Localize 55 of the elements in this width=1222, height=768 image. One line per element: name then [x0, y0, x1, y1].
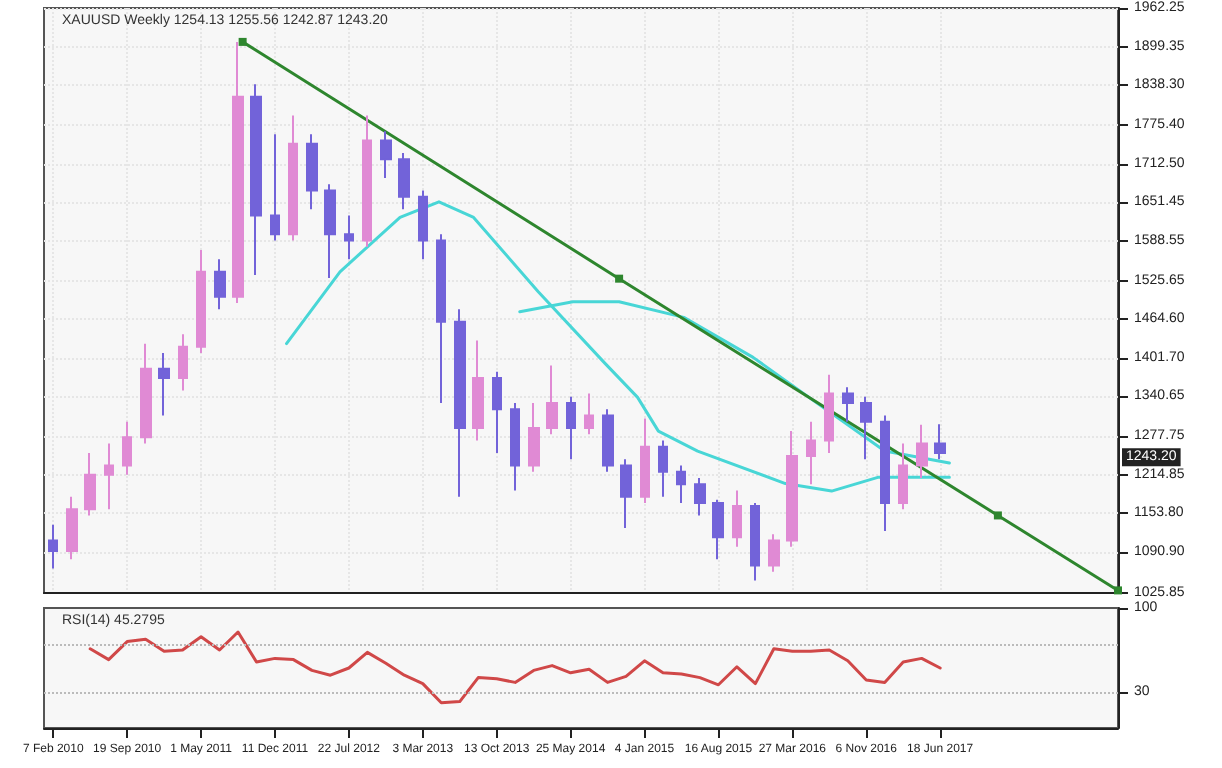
point — [238, 37, 247, 46]
candlestick — [104, 442, 114, 511]
candlestick — [528, 401, 540, 473]
candlestick — [324, 183, 336, 280]
candlestick — [214, 258, 226, 311]
candlestick — [510, 401, 520, 492]
candlestick — [676, 464, 686, 504]
candlestick — [436, 233, 446, 404]
candlestick — [620, 458, 632, 529]
candlestick — [880, 414, 890, 533]
candlestick — [566, 395, 576, 461]
candlestick — [158, 352, 170, 417]
candlestick — [640, 417, 650, 504]
candlestick — [306, 133, 318, 211]
candlestick — [584, 392, 594, 436]
candlestick — [48, 523, 58, 570]
point — [993, 511, 1002, 520]
candlestick — [750, 501, 760, 582]
candlestick — [658, 439, 668, 498]
candlestick — [398, 152, 410, 211]
candlestick — [916, 423, 928, 479]
candlestick — [178, 333, 188, 392]
candlestick — [860, 395, 872, 461]
point — [1114, 586, 1122, 595]
candlestick — [454, 308, 466, 498]
line-series — [285, 200, 951, 493]
candlestick — [732, 489, 742, 548]
candlestick — [842, 386, 854, 423]
candlestick — [196, 248, 206, 355]
candlestick — [546, 364, 558, 436]
candlestick — [806, 420, 816, 486]
candlestick — [934, 423, 946, 461]
candlestick — [380, 130, 392, 180]
candlestick — [344, 214, 354, 261]
candlestick — [492, 370, 502, 454]
candlestick — [140, 342, 152, 445]
candlestick — [232, 40, 244, 305]
candlestick — [84, 451, 96, 517]
line-series — [88, 630, 942, 705]
candlestick — [250, 83, 262, 276]
candlestick — [122, 420, 132, 476]
candlestick — [768, 533, 780, 573]
candlestick — [898, 442, 908, 511]
candlestick — [66, 495, 78, 561]
point — [615, 274, 624, 283]
candlestick — [824, 373, 834, 454]
candlestick — [362, 114, 372, 248]
candlestick — [602, 408, 614, 473]
candlestick — [270, 133, 280, 242]
candlestick — [786, 430, 798, 548]
candlestick — [472, 339, 484, 442]
candlestick — [712, 498, 724, 561]
candlestick — [418, 189, 428, 261]
candlestick — [288, 114, 298, 242]
candlestick — [694, 476, 706, 517]
